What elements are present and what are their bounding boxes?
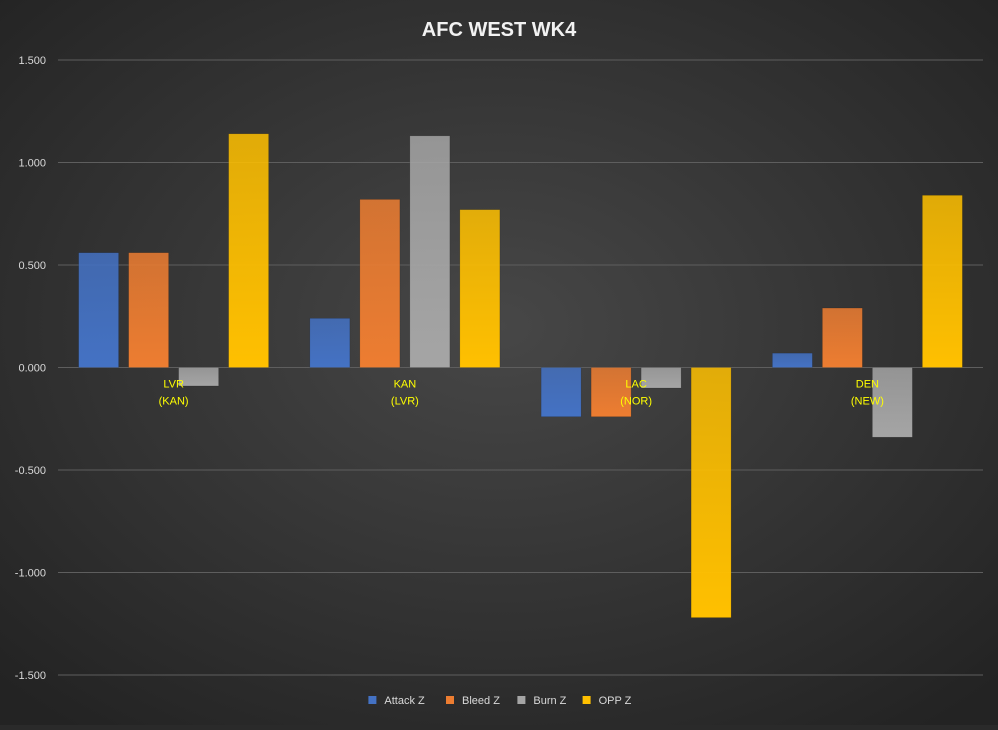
bar-opp-z xyxy=(228,133,269,368)
y-tick-label: 1.500 xyxy=(18,55,46,67)
bar-attack-z xyxy=(309,318,351,368)
legend-swatch xyxy=(446,696,454,704)
bar-bleed-z xyxy=(590,367,632,417)
bar-opp-z xyxy=(922,195,963,368)
bar-burn-z xyxy=(872,367,913,438)
bar-opp-z xyxy=(459,209,501,368)
legend-swatch xyxy=(517,696,526,704)
bar-bleed-z xyxy=(822,307,863,368)
bar-burn-z xyxy=(640,367,682,389)
y-tick-label: 0.000 xyxy=(18,363,46,375)
bar-attack-z xyxy=(540,367,582,417)
legend-item: Attack Z xyxy=(368,695,425,707)
category-sublabel: (KAN) xyxy=(159,396,189,408)
category-label: KAN xyxy=(394,379,417,391)
category-labels: LVR (KAN) KAN (LVR) LAC (NOR) DEN (NEW) xyxy=(159,379,884,408)
legend-label: Burn Z xyxy=(533,695,566,707)
legend-item: Burn Z xyxy=(517,695,567,707)
bar-bleed-z xyxy=(128,252,169,368)
y-tick-label: 1.000 xyxy=(18,158,46,170)
bar-bleed-z xyxy=(359,199,401,368)
legend: Attack Z Bleed Z Burn Z OPP Z xyxy=(368,695,632,707)
category-label: DEN xyxy=(856,379,879,391)
y-tick-label: -1.500 xyxy=(15,670,46,682)
legend-item: Bleed Z xyxy=(446,695,500,707)
legend-label: Attack Z xyxy=(384,695,425,707)
bar-opp-z xyxy=(690,367,732,618)
category-sublabel: (NEW) xyxy=(851,396,884,408)
y-axis-tick-labels: 1.500 1.000 0.500 0.000 -0.500 -1.000 -1.500 xyxy=(15,55,46,682)
y-tick-label: -1.000 xyxy=(15,568,46,580)
category-sublabel: (NOR) xyxy=(620,396,652,408)
legend-swatch xyxy=(368,696,377,704)
legend-swatch xyxy=(582,696,591,704)
bar-burn-z xyxy=(178,367,219,387)
bar-attack-z xyxy=(78,252,119,368)
category-label: LVR xyxy=(163,379,184,391)
legend-label: OPP Z xyxy=(599,695,632,707)
y-tick-label: -0.500 xyxy=(15,465,46,477)
bar-burn-z xyxy=(409,135,451,368)
legend-item: OPP Z xyxy=(582,695,632,707)
category-sublabel: (LVR) xyxy=(391,396,419,408)
category-label: LAC xyxy=(625,379,646,391)
bars xyxy=(78,133,963,618)
y-tick-label: 0.500 xyxy=(18,260,46,272)
legend-label: Bleed Z xyxy=(462,695,500,707)
bar-attack-z xyxy=(772,352,813,368)
chart-title: AFC WEST WK4 xyxy=(422,19,577,41)
